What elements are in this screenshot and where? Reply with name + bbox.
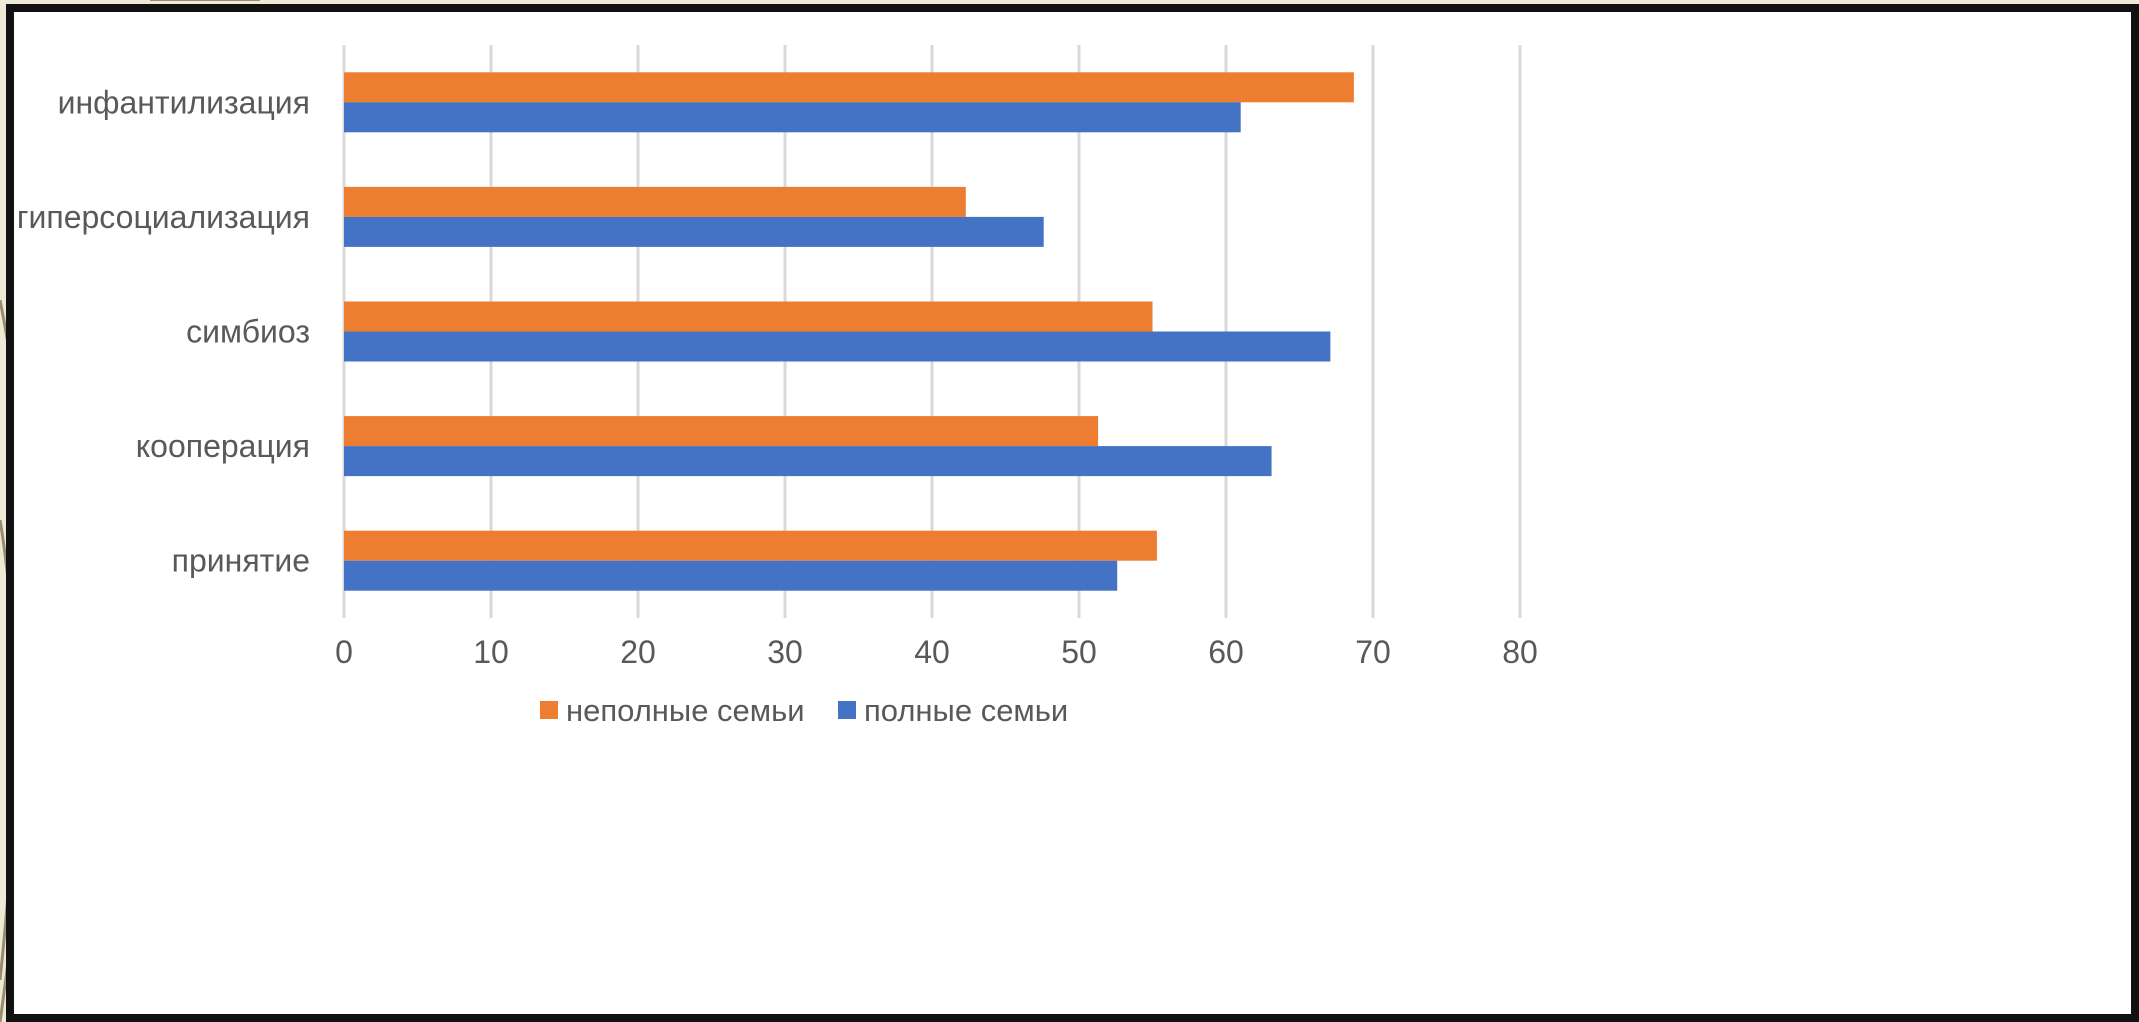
- bar-complete-2: [344, 331, 1331, 362]
- x-tick-label: 80: [1502, 634, 1538, 670]
- legend-swatch: [838, 701, 856, 719]
- x-tick-label: 20: [620, 634, 656, 670]
- bar-complete-1: [344, 216, 1044, 247]
- bar-incomplete-2: [344, 301, 1153, 332]
- category-labels: инфантилизация гиперсоциализация симбиоз ко…: [17, 84, 310, 578]
- chart-frame: [6, 4, 2139, 1022]
- legend-swatch: [540, 701, 558, 719]
- bar-incomplete-3: [344, 416, 1099, 447]
- x-tick-label: 10: [473, 634, 509, 670]
- x-tick-label: 30: [767, 634, 803, 670]
- legend: неполные семьи полные семьи: [540, 693, 1068, 728]
- x-tick-label: 40: [914, 634, 950, 670]
- category-label: симбиоз: [186, 314, 310, 350]
- bar-complete-3: [344, 446, 1272, 477]
- x-tick-label: 70: [1355, 634, 1391, 670]
- bars: [344, 72, 1354, 591]
- legend-label: полные семьи: [864, 693, 1068, 728]
- bar-incomplete-0: [344, 72, 1354, 103]
- bar-incomplete-1: [344, 186, 966, 217]
- x-tick-label: 50: [1061, 634, 1097, 670]
- x-tick-label: 0: [335, 634, 353, 670]
- category-label: принятие: [172, 543, 310, 579]
- bar-complete-4: [344, 560, 1118, 591]
- bar-incomplete-4: [344, 530, 1157, 561]
- legend-label: неполные семьи: [566, 693, 805, 728]
- bar-complete-0: [344, 102, 1241, 133]
- x-tick-label: 60: [1208, 634, 1244, 670]
- category-label: гиперсоциализация: [17, 199, 310, 235]
- category-label: кооперация: [136, 428, 310, 464]
- category-label: инфантилизация: [58, 84, 310, 120]
- x-tick-labels: 0 10 20 30 40 50 60 70 80: [335, 634, 1538, 670]
